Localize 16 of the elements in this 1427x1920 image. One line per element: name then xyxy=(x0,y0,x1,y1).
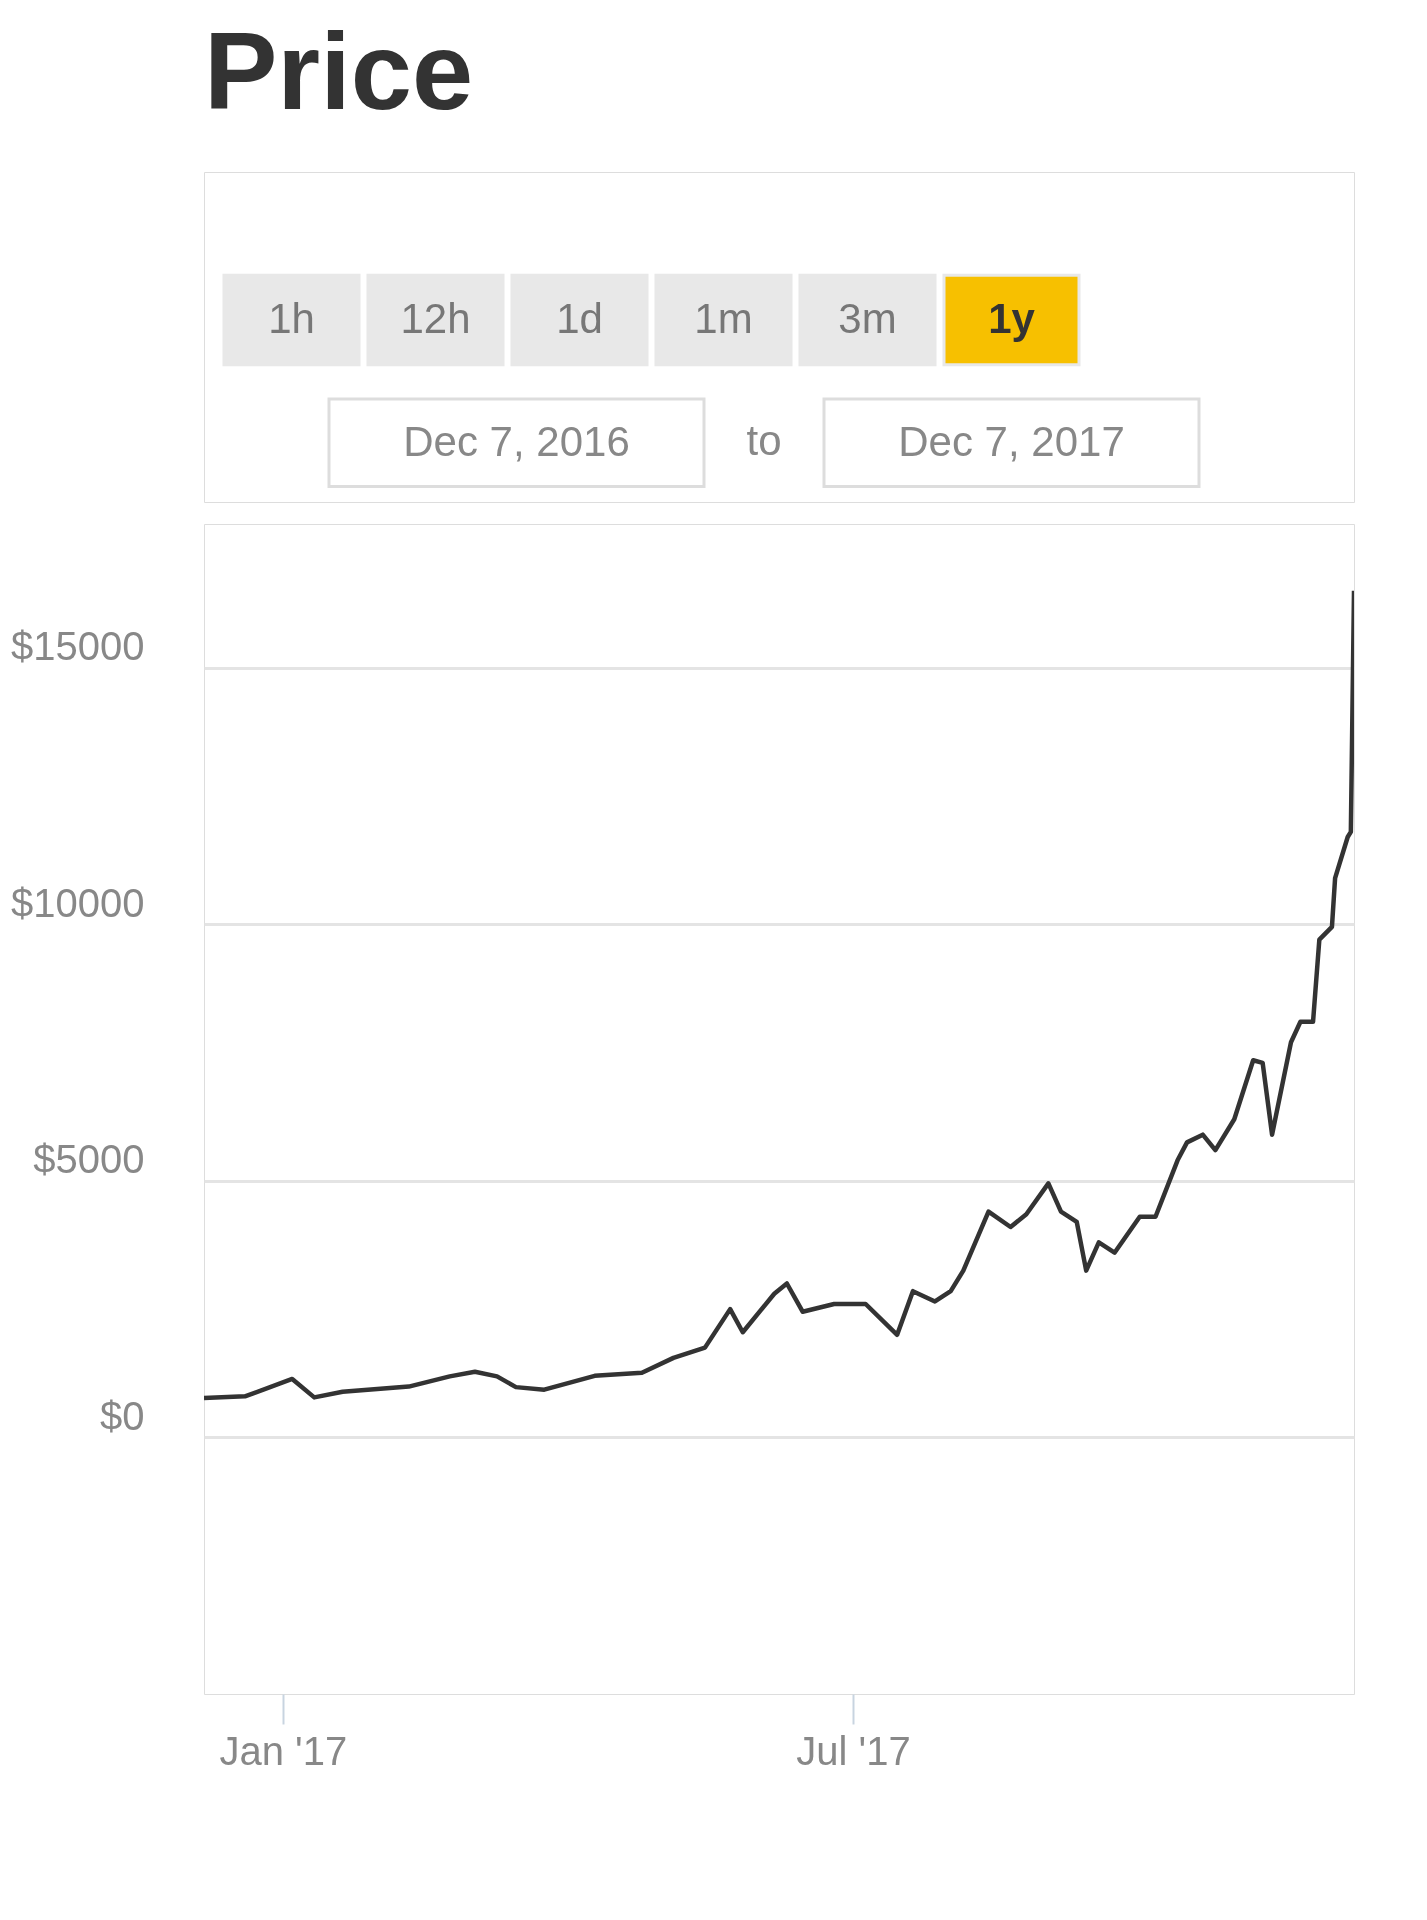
text: Dec 7, 2017 xyxy=(898,417,1125,465)
x-tick-label: Jan '17 xyxy=(219,1728,348,1773)
text: 12h xyxy=(400,294,471,342)
y-tick-label: $10000 xyxy=(11,880,145,925)
text: 1y xyxy=(988,294,1036,342)
y-tick-label: $15000 xyxy=(11,624,145,669)
y-tick-label: $0 xyxy=(100,1393,145,1438)
text: 1d xyxy=(556,294,603,342)
text: 1h xyxy=(268,294,315,342)
text: Dec 7, 2016 xyxy=(403,417,630,465)
text: to xyxy=(746,417,782,465)
y-tick-label: $5000 xyxy=(33,1137,145,1182)
x-tick-label: Jul '17 xyxy=(796,1728,911,1773)
chart-title: Price xyxy=(204,9,474,132)
text: 3m xyxy=(838,294,897,342)
text: 1m xyxy=(694,294,753,342)
